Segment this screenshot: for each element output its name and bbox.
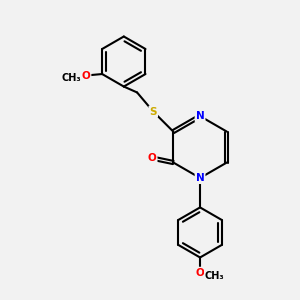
Text: S: S — [149, 106, 157, 117]
Text: CH₃: CH₃ — [61, 74, 81, 83]
Text: O: O — [82, 70, 90, 80]
Text: N: N — [196, 111, 204, 121]
Text: O: O — [148, 153, 157, 163]
Text: N: N — [196, 173, 204, 183]
Text: O: O — [196, 268, 204, 278]
Text: CH₃: CH₃ — [205, 271, 225, 281]
